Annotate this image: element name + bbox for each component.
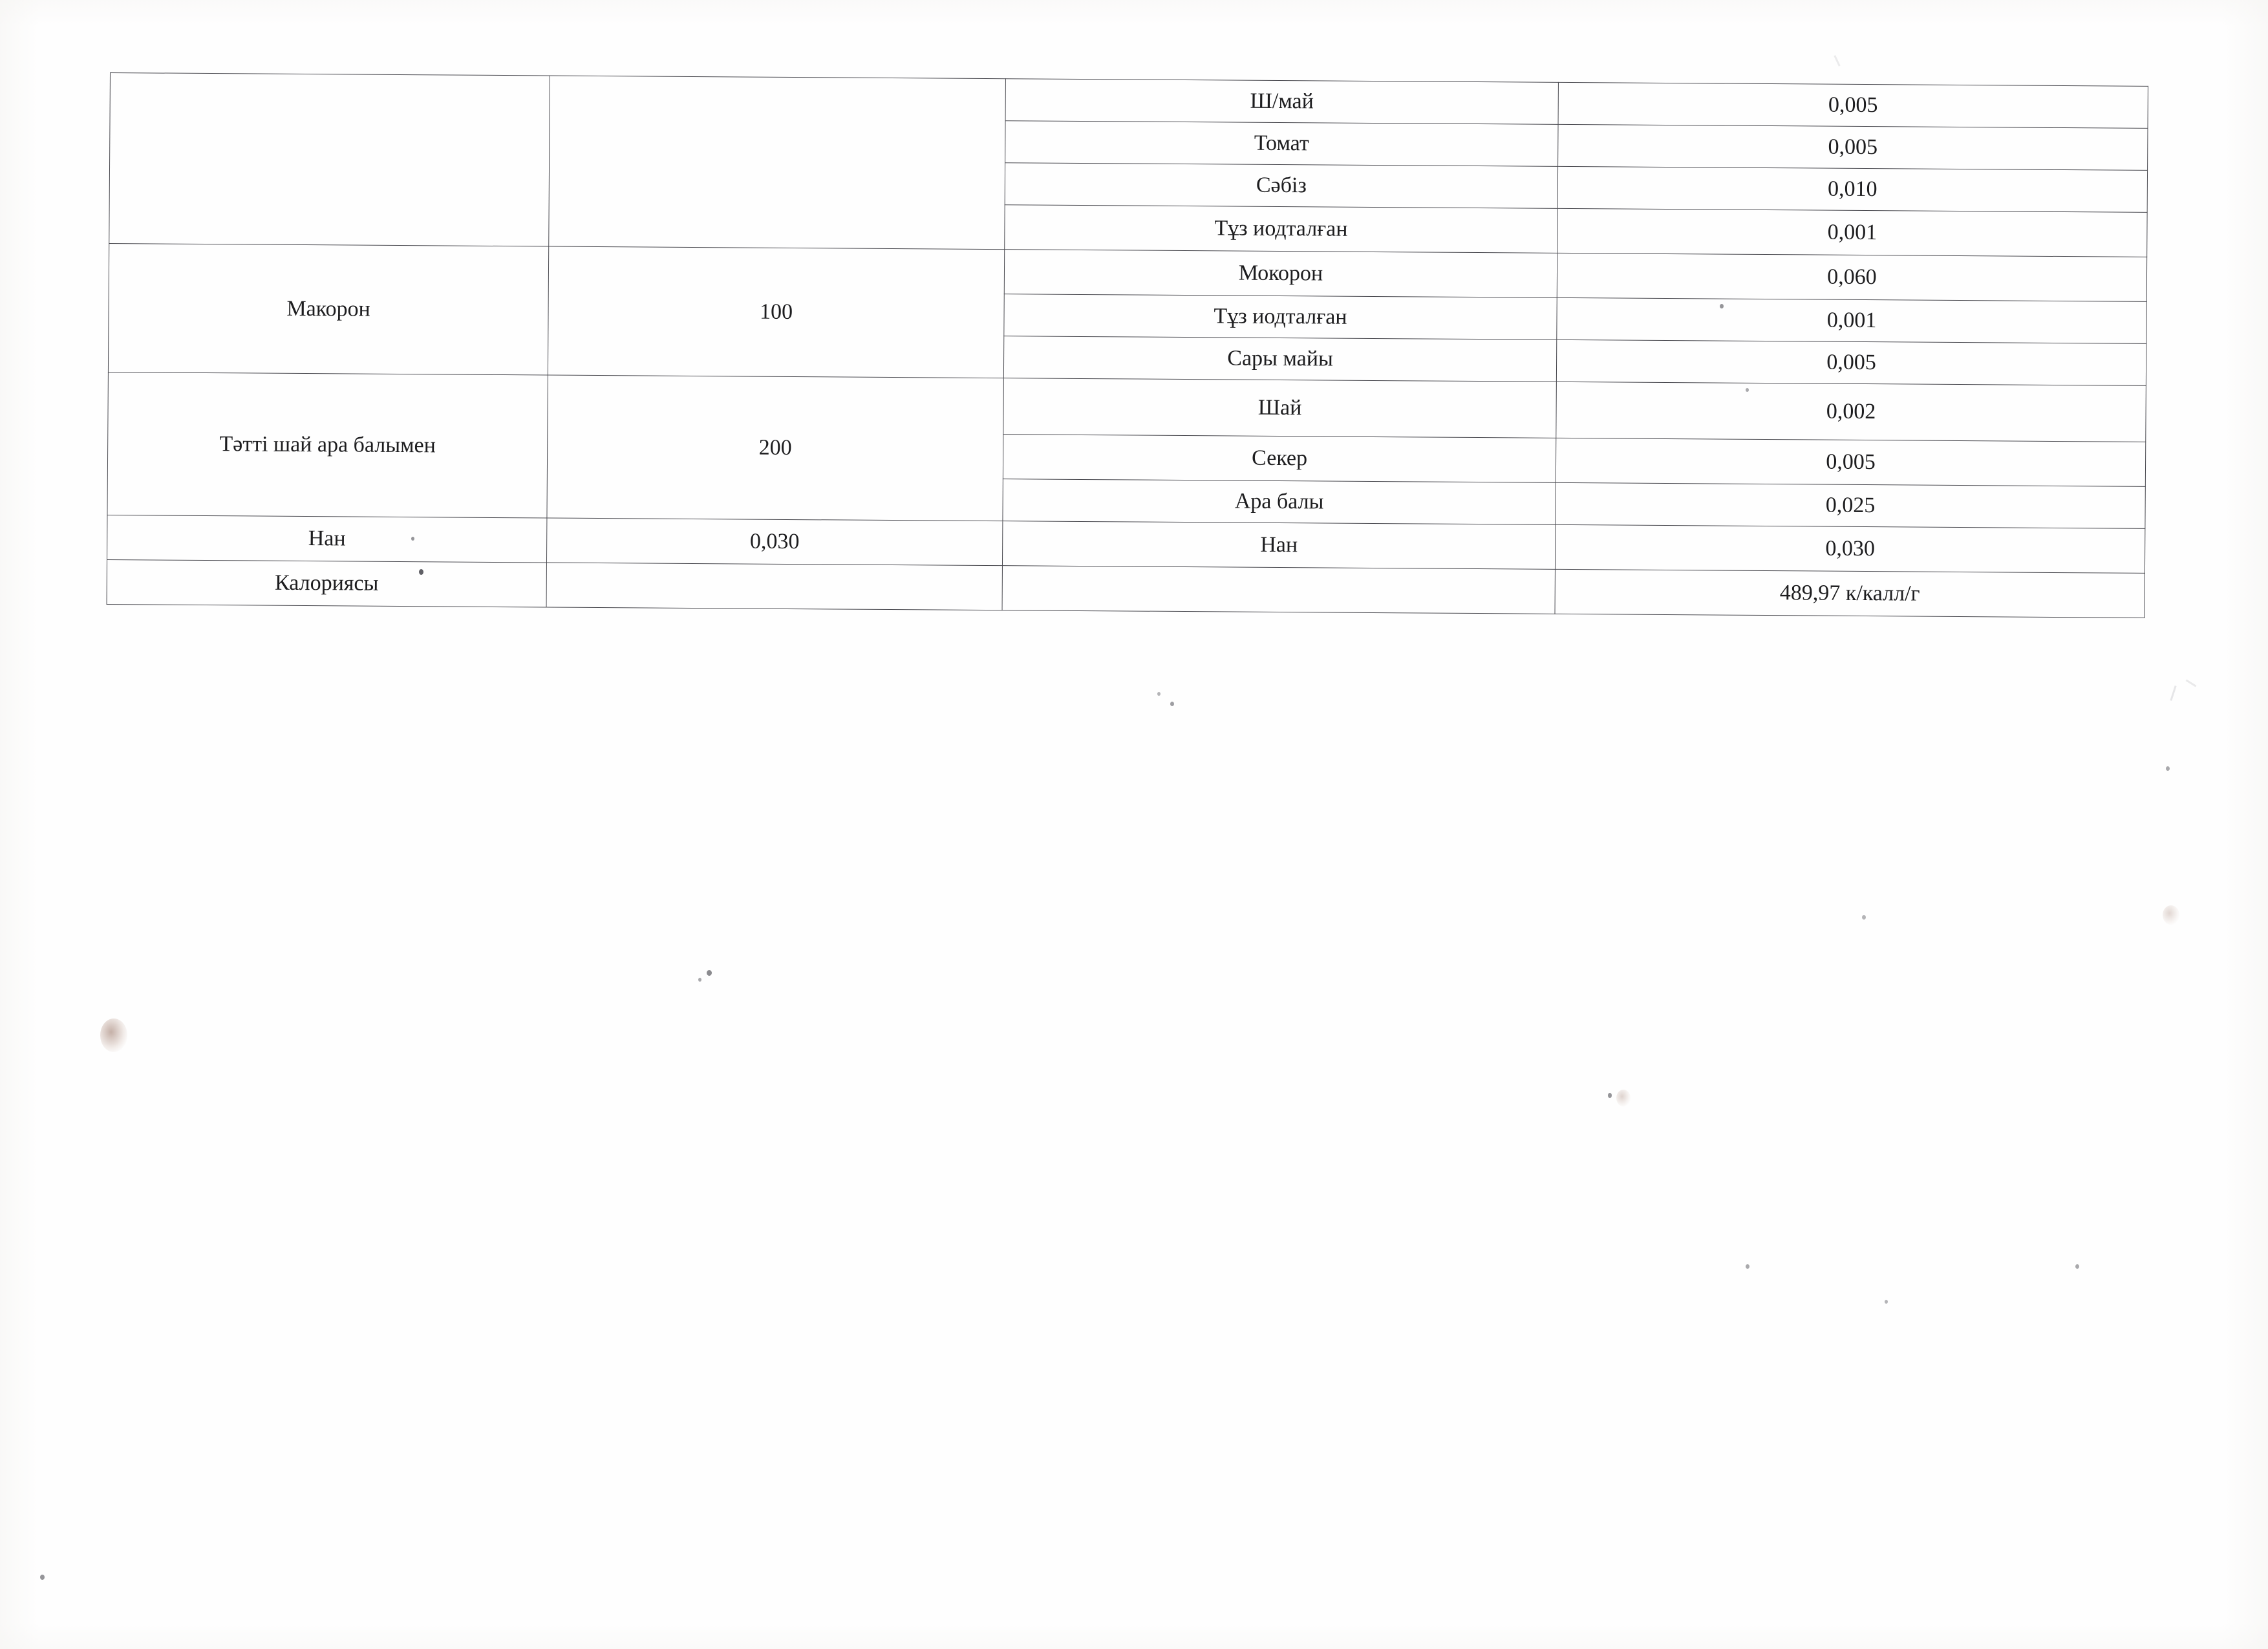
portion-cell-empty: [548, 76, 1006, 250]
ingredient-cell: Томат: [1005, 120, 1559, 167]
quantity-cell: 0,002: [1556, 382, 2146, 442]
ink-speck: [1746, 1264, 1749, 1269]
menu-table: Ш/май 0,005 Томат 0,005 Сәбіз 0,010 Тұз …: [107, 72, 2148, 618]
scan-smudge-artifact: [100, 1018, 127, 1052]
portion-cell: 100: [548, 246, 1005, 378]
dish-cell: Макорон: [108, 243, 549, 376]
quantity-cell: 0,025: [1555, 482, 2146, 529]
calories-value: 489,97 к/калл/г: [1554, 569, 2145, 618]
ingredient-cell: Мокорон: [1004, 249, 1557, 298]
ingredient-cell: Шай: [1003, 378, 1557, 438]
portion-cell: 200: [546, 375, 1004, 521]
ink-speck: [2075, 1264, 2079, 1269]
scan-hairline-artifact: [2170, 685, 2177, 701]
ink-speck: [698, 978, 701, 982]
portion-cell: 0,030: [546, 517, 1003, 566]
ink-speck: [1608, 1093, 1612, 1098]
ingredient-cell: Ш/май: [1005, 78, 1559, 125]
ingredient-cell: Сәбіз: [1005, 162, 1558, 209]
quantity-cell: 0,005: [1556, 438, 2146, 487]
ingredient-cell: Ара балы: [1002, 479, 1556, 525]
dish-cell: Тәтті шай ара балымен: [107, 372, 548, 518]
scan-hairline-artifact: [2185, 679, 2197, 687]
quantity-cell: 0,005: [1558, 82, 2148, 129]
calories-label: Калориясы: [107, 559, 547, 607]
calories-ingredient-empty: [1002, 565, 1556, 614]
ink-speck: [707, 970, 712, 976]
quantity-cell: 0,030: [1555, 524, 2145, 574]
ink-speck: [1170, 702, 1174, 706]
ink-speck: [1862, 915, 1866, 920]
ingredient-cell: Нан: [1002, 521, 1556, 570]
menu-table-container: Ш/май 0,005 Томат 0,005 Сәбіз 0,010 Тұз …: [107, 72, 2148, 618]
quantity-cell: 0,005: [1556, 339, 2146, 386]
ink-speck: [2166, 766, 2170, 771]
quantity-cell: 0,010: [1557, 166, 2148, 213]
quantity-cell: 0,001: [1556, 297, 2147, 344]
scan-hairline-artifact: [1834, 55, 1841, 67]
ink-speck: [40, 1575, 45, 1580]
scan-smudge-artifact: [1616, 1090, 1631, 1106]
ingredient-cell: Секер: [1003, 434, 1556, 483]
ingredient-cell: Тұз иодталған: [1004, 204, 1558, 253]
table-row: Ш/май 0,005: [109, 72, 2148, 250]
ink-speck: [1885, 1300, 1888, 1304]
quantity-cell: 0,060: [1557, 253, 2147, 302]
quantity-cell: 0,005: [1557, 124, 2148, 171]
calories-portion-empty: [546, 562, 1003, 610]
ingredient-cell: Тұз иодталған: [1003, 294, 1557, 340]
dish-cell: Нан: [107, 515, 547, 563]
dish-cell-empty: [109, 72, 550, 247]
ingredient-cell: Сары майы: [1003, 336, 1557, 382]
scan-smudge-artifact: [2163, 905, 2179, 925]
quantity-cell: 0,001: [1557, 208, 2148, 257]
ink-speck: [1157, 692, 1161, 696]
